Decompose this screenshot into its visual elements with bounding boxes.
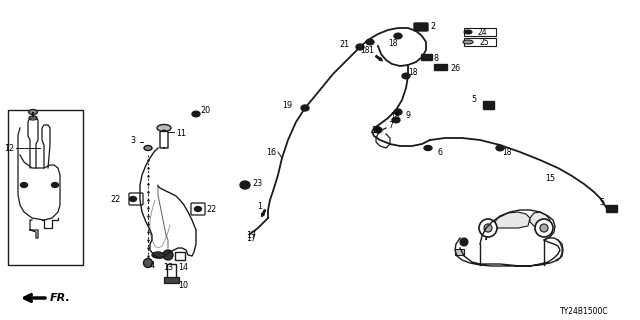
Text: 21: 21 xyxy=(340,39,350,49)
Ellipse shape xyxy=(301,105,309,111)
Text: FR.: FR. xyxy=(50,293,71,303)
Ellipse shape xyxy=(195,206,202,212)
Text: 7: 7 xyxy=(388,121,393,130)
Ellipse shape xyxy=(152,252,164,258)
FancyBboxPatch shape xyxy=(129,193,143,205)
FancyBboxPatch shape xyxy=(456,250,465,255)
Text: 17: 17 xyxy=(246,230,256,239)
Circle shape xyxy=(540,224,548,232)
Text: 18: 18 xyxy=(388,38,398,47)
Ellipse shape xyxy=(157,124,171,132)
Text: 5: 5 xyxy=(600,197,605,206)
Circle shape xyxy=(479,219,497,237)
Text: 16: 16 xyxy=(266,148,276,156)
FancyBboxPatch shape xyxy=(191,203,205,215)
Ellipse shape xyxy=(192,111,200,117)
Text: 10: 10 xyxy=(178,281,188,290)
Text: 8: 8 xyxy=(434,53,439,62)
FancyBboxPatch shape xyxy=(422,54,433,60)
Text: 25: 25 xyxy=(480,37,490,46)
Text: 23: 23 xyxy=(252,179,262,188)
Text: 1: 1 xyxy=(368,45,373,54)
Ellipse shape xyxy=(356,44,364,50)
Ellipse shape xyxy=(20,182,28,188)
Bar xyxy=(464,38,496,46)
Circle shape xyxy=(143,259,152,268)
Ellipse shape xyxy=(144,146,152,150)
Ellipse shape xyxy=(402,73,410,79)
Text: 24: 24 xyxy=(478,28,488,36)
Ellipse shape xyxy=(464,30,472,34)
Text: 1: 1 xyxy=(257,202,262,211)
FancyBboxPatch shape xyxy=(168,265,177,282)
Text: 3: 3 xyxy=(130,135,135,145)
Ellipse shape xyxy=(240,181,250,189)
Text: 18: 18 xyxy=(360,45,370,54)
Ellipse shape xyxy=(29,116,37,120)
Bar xyxy=(8,110,83,265)
Text: 5: 5 xyxy=(471,94,476,103)
Circle shape xyxy=(484,224,492,232)
Ellipse shape xyxy=(366,39,374,45)
FancyBboxPatch shape xyxy=(483,101,495,109)
Text: 22: 22 xyxy=(111,195,121,204)
Text: 18: 18 xyxy=(502,148,511,156)
Text: 20: 20 xyxy=(200,106,210,115)
Text: 11: 11 xyxy=(176,129,186,138)
FancyArrow shape xyxy=(262,210,266,217)
Text: 22: 22 xyxy=(206,204,216,213)
Circle shape xyxy=(535,219,553,237)
Circle shape xyxy=(163,250,173,260)
Ellipse shape xyxy=(29,109,38,115)
FancyBboxPatch shape xyxy=(414,23,428,31)
Text: 9: 9 xyxy=(406,110,411,119)
Text: 18: 18 xyxy=(371,125,381,134)
Text: 6: 6 xyxy=(438,148,443,156)
Text: 14: 14 xyxy=(178,263,188,273)
Text: 4: 4 xyxy=(150,260,155,269)
Polygon shape xyxy=(486,212,530,240)
FancyArrow shape xyxy=(376,55,383,61)
Text: 12: 12 xyxy=(4,143,14,153)
Ellipse shape xyxy=(392,117,400,123)
FancyBboxPatch shape xyxy=(175,252,185,260)
Text: 18: 18 xyxy=(390,111,400,121)
FancyBboxPatch shape xyxy=(607,205,618,212)
Ellipse shape xyxy=(394,109,402,115)
Text: 17: 17 xyxy=(246,234,256,243)
Circle shape xyxy=(460,238,468,246)
Text: 2: 2 xyxy=(430,21,435,30)
Text: 19: 19 xyxy=(282,100,292,109)
Ellipse shape xyxy=(424,146,432,150)
Ellipse shape xyxy=(129,196,136,202)
Ellipse shape xyxy=(51,182,58,188)
Ellipse shape xyxy=(463,40,473,44)
Text: 18: 18 xyxy=(408,68,417,76)
Ellipse shape xyxy=(394,33,402,39)
Text: 26: 26 xyxy=(450,63,460,73)
FancyBboxPatch shape xyxy=(435,65,447,70)
FancyBboxPatch shape xyxy=(164,277,179,284)
Text: 13: 13 xyxy=(163,263,173,273)
Ellipse shape xyxy=(374,127,382,133)
Ellipse shape xyxy=(496,145,504,151)
Polygon shape xyxy=(530,212,550,228)
Text: TY24B1500C: TY24B1500C xyxy=(560,308,609,316)
Text: 15: 15 xyxy=(545,173,555,182)
Bar xyxy=(464,28,496,36)
